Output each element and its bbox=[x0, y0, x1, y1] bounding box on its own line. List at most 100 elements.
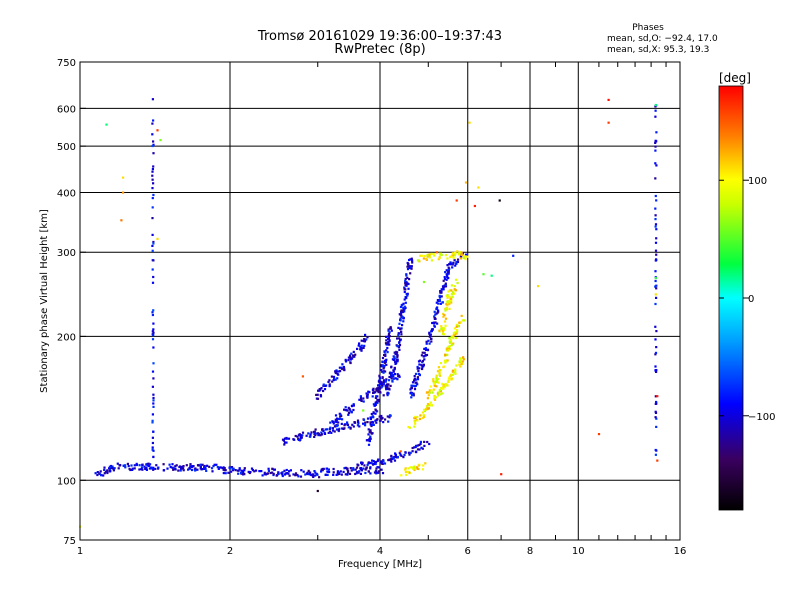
trace-point bbox=[384, 386, 388, 389]
x-tick-label: 16 bbox=[674, 546, 687, 557]
trace-point bbox=[423, 440, 426, 443]
trace-point bbox=[352, 467, 355, 470]
streak-point bbox=[152, 449, 155, 452]
trace-point bbox=[382, 367, 385, 370]
trace-point bbox=[428, 331, 431, 334]
trace-point bbox=[439, 290, 442, 293]
trace-point bbox=[414, 384, 417, 387]
trace-point bbox=[449, 375, 452, 378]
trace-point bbox=[240, 471, 243, 474]
trace-point bbox=[338, 471, 341, 474]
trace-point bbox=[458, 363, 461, 366]
tick-layer: 1 2 4 6 8 10 16 75 100 200 300 400 500 600 750 bbox=[57, 58, 686, 557]
trace-point bbox=[360, 463, 363, 466]
trace-point bbox=[416, 419, 419, 422]
trace-point bbox=[421, 411, 424, 414]
streak-point bbox=[151, 413, 154, 416]
trace-point bbox=[315, 393, 318, 396]
trace-point bbox=[294, 472, 298, 475]
trace-point bbox=[417, 464, 420, 467]
trace-point bbox=[375, 395, 378, 398]
trace-point bbox=[145, 466, 148, 469]
trace-point bbox=[446, 276, 449, 279]
trace-point bbox=[325, 467, 328, 470]
scatter-point bbox=[120, 219, 123, 222]
x-tick-label: 2 bbox=[227, 546, 233, 557]
trace-point bbox=[402, 302, 405, 305]
trace-point bbox=[283, 437, 287, 440]
trace-point bbox=[104, 470, 107, 473]
trace-point bbox=[392, 377, 395, 380]
streak-point bbox=[152, 346, 155, 349]
trace-point bbox=[299, 438, 302, 441]
trace-point bbox=[385, 335, 388, 338]
trace-point bbox=[292, 473, 295, 476]
trace-point bbox=[375, 472, 378, 475]
trace-point bbox=[350, 411, 353, 414]
trace-point bbox=[367, 428, 370, 431]
trace-point bbox=[426, 405, 429, 408]
trace-point bbox=[109, 470, 112, 473]
trace-point bbox=[376, 398, 379, 401]
trace-point bbox=[443, 276, 446, 279]
trace-point bbox=[342, 470, 345, 473]
trace-point bbox=[427, 394, 430, 397]
trace-point bbox=[314, 433, 317, 437]
trace-point bbox=[347, 406, 350, 409]
trace-point bbox=[440, 288, 443, 291]
trace-point bbox=[384, 370, 387, 373]
trace-point bbox=[338, 366, 341, 369]
trace-point bbox=[103, 472, 106, 475]
trace-point bbox=[124, 466, 127, 469]
grid-layer bbox=[79, 62, 681, 540]
streak-point bbox=[655, 131, 658, 134]
trace-point bbox=[426, 407, 429, 411]
trace-point bbox=[385, 378, 388, 381]
scatter-point bbox=[473, 204, 476, 208]
trace-point bbox=[396, 345, 399, 348]
trace-point bbox=[391, 457, 394, 461]
trace-point bbox=[296, 435, 299, 438]
trace-point bbox=[448, 301, 451, 304]
trace-point bbox=[444, 254, 448, 257]
trace-point bbox=[322, 467, 325, 470]
trace-point bbox=[416, 467, 419, 470]
trace-point bbox=[103, 466, 106, 469]
trace-point bbox=[444, 283, 447, 286]
trace-point bbox=[399, 328, 402, 331]
streak-point bbox=[152, 193, 155, 197]
trace-point bbox=[425, 342, 428, 345]
trace-point bbox=[191, 465, 194, 468]
trace-point bbox=[332, 471, 335, 474]
streak-point bbox=[152, 430, 155, 433]
trace-point bbox=[362, 422, 365, 425]
trace-point bbox=[460, 363, 463, 366]
trace-point bbox=[323, 432, 327, 435]
trace-point bbox=[433, 384, 437, 387]
streak-point bbox=[654, 162, 657, 165]
trace-point bbox=[358, 470, 361, 473]
trace-point bbox=[402, 456, 405, 459]
trace-point bbox=[377, 470, 380, 473]
scatter-point bbox=[156, 129, 159, 132]
trace-point bbox=[141, 463, 144, 466]
trace-point bbox=[433, 254, 436, 257]
trace-point bbox=[334, 371, 337, 375]
trace-point bbox=[456, 260, 460, 264]
trace-point bbox=[430, 252, 433, 255]
streak-point bbox=[151, 168, 154, 171]
trace-point bbox=[355, 472, 358, 475]
trace-point bbox=[430, 329, 433, 332]
trace-point bbox=[387, 332, 391, 335]
trace-point bbox=[416, 367, 419, 370]
trace-point bbox=[384, 385, 387, 388]
trace-point bbox=[447, 266, 450, 269]
trace-point bbox=[327, 431, 330, 434]
trace-point bbox=[334, 420, 337, 423]
trace-point bbox=[381, 360, 384, 364]
trace-point bbox=[277, 471, 280, 474]
trace-point bbox=[453, 254, 456, 257]
trace-point bbox=[352, 404, 355, 407]
trace-point bbox=[313, 470, 316, 473]
trace-point bbox=[237, 472, 240, 475]
